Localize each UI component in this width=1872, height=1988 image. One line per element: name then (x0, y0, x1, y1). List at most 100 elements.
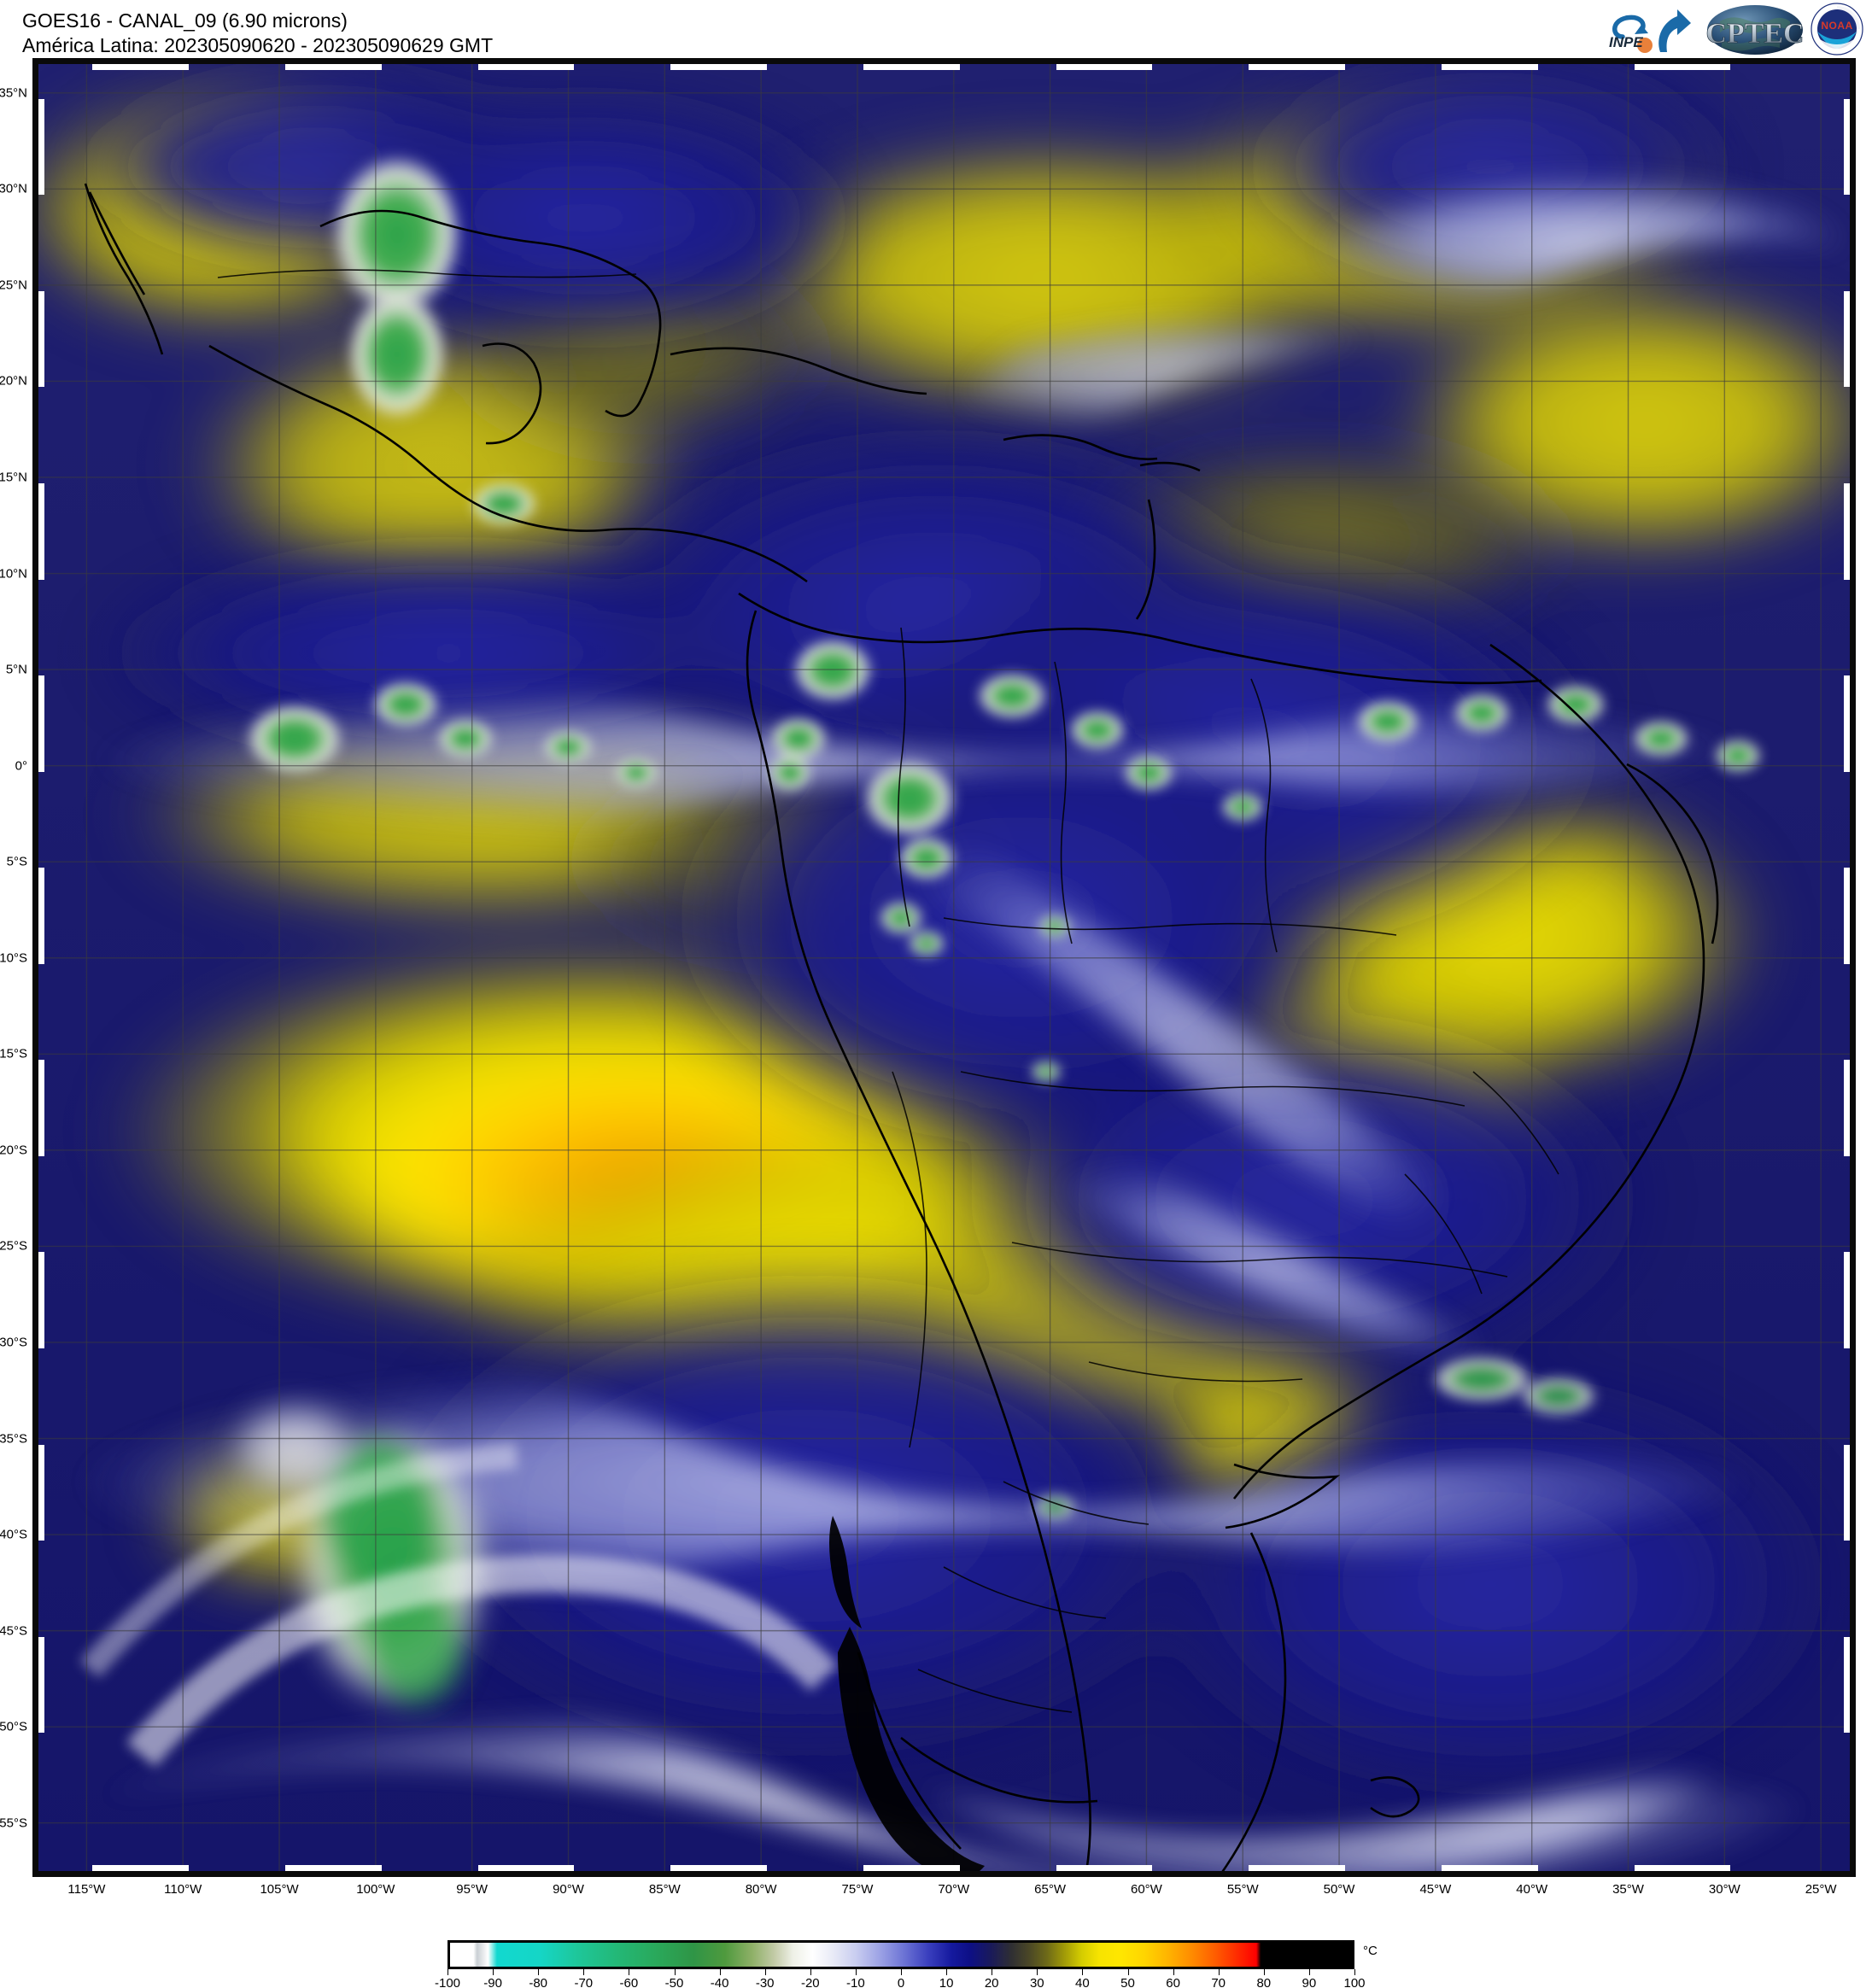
colorbar-tick-label: -40 (710, 1976, 729, 1988)
title-block: GOES16 - CANAL_09 (6.90 microns) América… (22, 9, 493, 59)
lon-tick-label: 65°W (1034, 1882, 1067, 1897)
colorbar-tick (1037, 1969, 1038, 1975)
lon-tick-label: 75°W (841, 1882, 874, 1897)
latitude-axis: 35°N 30°N 25°N 20°N 15°N 10°N 5°N 0° 5°S 10°S 15°S… (0, 58, 1856, 1877)
lat-tick-label: 15°N (0, 470, 27, 485)
colorbar-tick-label: 60 (1166, 1976, 1180, 1988)
longitude-axis: 115°W 110°W 105°W 100°W 95°W 90°W 85°W 80°W 75°W… (32, 1877, 1856, 1903)
lon-tick-label: 35°W (1612, 1882, 1644, 1897)
colorbar-tick (855, 1969, 857, 1975)
lon-tick-label: 115°W (67, 1882, 106, 1897)
colorbar-tick-label: -30 (755, 1976, 775, 1988)
colorbar-tick-label: 10 (939, 1976, 954, 1988)
lat-tick-label: 5°N (5, 662, 27, 677)
colorbar-tick-label: 90 (1302, 1976, 1317, 1988)
page-title: GOES16 - CANAL_09 (6.90 microns) (22, 9, 348, 32)
svg-text:NOAA: NOAA (1821, 20, 1852, 32)
lon-tick-label: 95°W (456, 1882, 488, 1897)
colorbar-tick-label: 100 (1343, 1976, 1366, 1988)
page-subtitle: América Latina: 202305090620 - 202305090… (22, 34, 494, 57)
colorbar-tick-label: -10 (846, 1976, 865, 1988)
colorbar-tick (1308, 1969, 1310, 1975)
lat-tick-label: 0° (15, 758, 27, 774)
colorbar-tick (538, 1969, 540, 1975)
colorbar-tick (674, 1969, 676, 1975)
colorbar-tick-label: -50 (664, 1976, 684, 1988)
map-image (38, 64, 1850, 1871)
lat-tick-label: 55°S (0, 1816, 27, 1831)
colorbar-tick-label: -20 (800, 1976, 820, 1988)
lat-tick-label: 35°N (0, 85, 27, 101)
colorbar-tick-label: 20 (984, 1976, 999, 1988)
colorbar-tick-label: -70 (574, 1976, 594, 1988)
lat-tick-label: 10°N (0, 566, 27, 582)
patagonia-land (829, 1516, 985, 1871)
colorbar-tick-label: -100 (434, 1976, 461, 1988)
colorbar-tick-label: 50 (1120, 1976, 1135, 1988)
lat-tick-label: 15°S (0, 1046, 27, 1061)
lon-tick-label: 110°W (164, 1882, 202, 1897)
cptec-logo: CPTEC (1705, 3, 1805, 56)
lon-tick-label: 45°W (1419, 1882, 1452, 1897)
colorbar-tick (946, 1969, 948, 1975)
lon-tick-label: 90°W (553, 1882, 584, 1897)
lat-tick-label: 35°S (0, 1431, 27, 1446)
colorbar-tick (1082, 1969, 1084, 1975)
lat-tick-label: 20°S (0, 1143, 27, 1158)
country-borders (217, 269, 1559, 1713)
colorbar-tick-label: 70 (1211, 1976, 1226, 1988)
lat-tick-label: 30°N (0, 181, 27, 196)
lon-tick-label: 80°W (745, 1882, 777, 1897)
colorbar-tick (1354, 1969, 1355, 1975)
lon-tick-label: 50°W (1323, 1882, 1355, 1897)
svg-text:CPTEC: CPTEC (1705, 18, 1804, 50)
lat-tick-label: 20°N (0, 373, 27, 389)
lon-tick-label: 30°W (1708, 1882, 1740, 1897)
colorbar-tick (1263, 1969, 1265, 1975)
graticule (38, 64, 1850, 1871)
lon-tick-label: 55°W (1226, 1882, 1259, 1897)
lon-tick-label: 105°W (260, 1882, 299, 1897)
lat-tick-label: 25°S (0, 1238, 27, 1254)
colorbar-tick-label: -80 (529, 1976, 548, 1988)
lon-tick-label: 100°W (356, 1882, 395, 1897)
colorbar-unit-label: °C (1363, 1944, 1378, 1958)
noaa-logo: NOAA (1811, 3, 1863, 56)
colorbar-tick (1218, 1969, 1220, 1975)
colorbar-tick-label: 0 (897, 1976, 905, 1988)
colorbar-tick-label: -90 (483, 1976, 502, 1988)
logo-bar: INPE (1604, 2, 1863, 56)
colorbar-tick-label: -60 (619, 1976, 639, 1988)
lon-tick-label: 60°W (1130, 1882, 1162, 1897)
lat-tick-label: 5°S (6, 854, 27, 869)
colorbar-tick (583, 1969, 585, 1975)
lat-tick-label: 40°S (0, 1527, 27, 1542)
lat-tick-label: 25°N (0, 278, 27, 293)
colorbar-tick (1127, 1969, 1129, 1975)
colorbar-tick (493, 1969, 494, 1975)
lon-tick-label: 40°W (1516, 1882, 1548, 1897)
lon-tick-label: 25°W (1805, 1882, 1837, 1897)
lat-tick-label: 10°S (0, 950, 27, 966)
colorbar-tick (764, 1969, 766, 1975)
lon-tick-label: 85°W (648, 1882, 681, 1897)
colorbar[interactable]: °C -100 -90 -80 -70 -60 -50 -40 -30 -20 -10 0 10 20 3… (435, 1940, 1378, 1988)
colorbar-gradient (448, 1940, 1354, 1969)
coastlines (84, 183, 1719, 1871)
svg-text:INPE: INPE (1609, 34, 1643, 50)
lon-tick-label: 70°W (938, 1882, 970, 1897)
inpe-logo: INPE (1604, 3, 1699, 56)
colorbar-tick (901, 1969, 902, 1975)
colorbar-tick-label: 80 (1256, 1976, 1272, 1988)
header: GOES16 - CANAL_09 (6.90 microns) América… (0, 0, 1872, 58)
colorbar-tick (810, 1969, 811, 1975)
colorbar-tick (719, 1969, 721, 1975)
lat-tick-label: 30°S (0, 1335, 27, 1350)
lat-tick-label: 50°S (0, 1719, 27, 1734)
map-frame (32, 58, 1856, 1877)
satellite-map[interactable]: 35°N 30°N 25°N 20°N 15°N 10°N 5°N 0° 5°S 10°S 15°S… (0, 58, 1856, 1897)
colorbar-tick-label: 40 (1075, 1976, 1090, 1988)
lat-tick-label: 45°S (0, 1623, 27, 1639)
colorbar-tick-label: 30 (1029, 1976, 1044, 1988)
